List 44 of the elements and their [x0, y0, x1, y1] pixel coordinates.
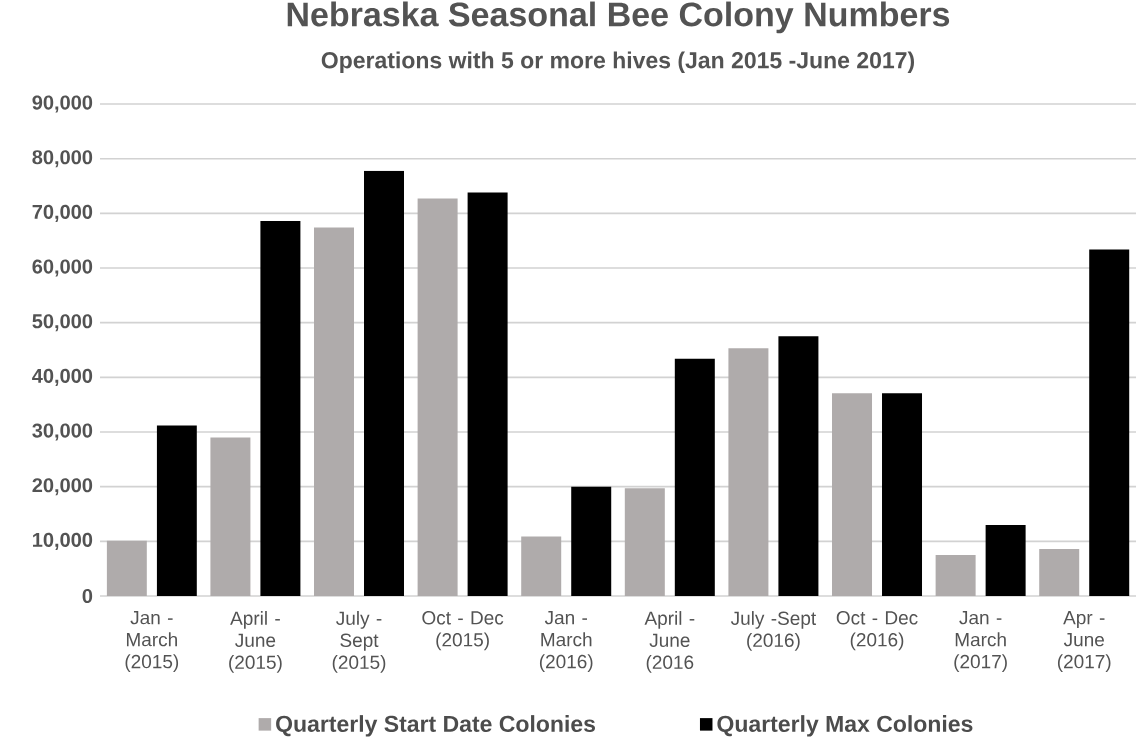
bar	[778, 336, 819, 596]
bar	[1039, 548, 1080, 596]
bar	[106, 540, 147, 596]
legend-label: Quarterly Max Colonies	[717, 715, 973, 737]
x-tick-label: July - Sept (2015)	[332, 611, 386, 673]
chart-title: Nebraska Seasonal Bee Colony Numbers	[287, 1, 950, 34]
y-tick-label: 50,000	[32, 314, 93, 332]
bar	[624, 488, 665, 596]
bar	[1089, 249, 1130, 596]
bar	[314, 227, 355, 596]
x-tick-label: Jan - March (2015)	[125, 611, 179, 673]
x-tick-label: Jan - March (2017)	[954, 611, 1007, 673]
y-tick-label: 0	[82, 588, 93, 604]
bar	[985, 524, 1026, 596]
bar	[417, 198, 458, 596]
legend-label: Quarterly Start Date Colonies	[276, 715, 595, 737]
y-tick-label: 10,000	[33, 532, 93, 550]
y-tick-label: 40,000	[32, 368, 93, 386]
bar	[521, 536, 562, 596]
y-tick-label: 20,000	[32, 478, 93, 496]
y-tick-label: 80,000	[32, 150, 93, 168]
x-tick-label: April - June (2016	[644, 611, 695, 673]
bar	[882, 393, 923, 596]
y-tick-label: 60,000	[32, 259, 93, 277]
bar	[571, 486, 612, 596]
y-tick-label: 30,000	[32, 423, 93, 441]
x-tick-label: Oct - Dec (2015)	[422, 611, 504, 651]
y-tick-label: 70,000	[32, 204, 93, 222]
bar	[728, 348, 769, 596]
bar	[260, 220, 301, 596]
chart-subtitle: Operations with 5 or more hives (Jan 2015 -June 2017)	[321, 51, 915, 73]
bar	[674, 358, 715, 596]
x-tick-label: July -Sept (2016)	[730, 611, 817, 651]
x-tick-label: Jan - March (2016)	[539, 611, 593, 673]
y-tick-label: 90,000	[32, 95, 93, 113]
bar	[467, 192, 508, 596]
bar	[210, 437, 251, 596]
bar	[935, 555, 976, 596]
x-tick-label: Oct - Dec (2016)	[836, 611, 918, 651]
bar	[364, 170, 405, 596]
bar	[156, 425, 197, 596]
bar	[832, 393, 873, 596]
x-tick-label: Apr - June (2017)	[1057, 611, 1111, 673]
x-tick-label: April - June (2015)	[229, 611, 282, 673]
